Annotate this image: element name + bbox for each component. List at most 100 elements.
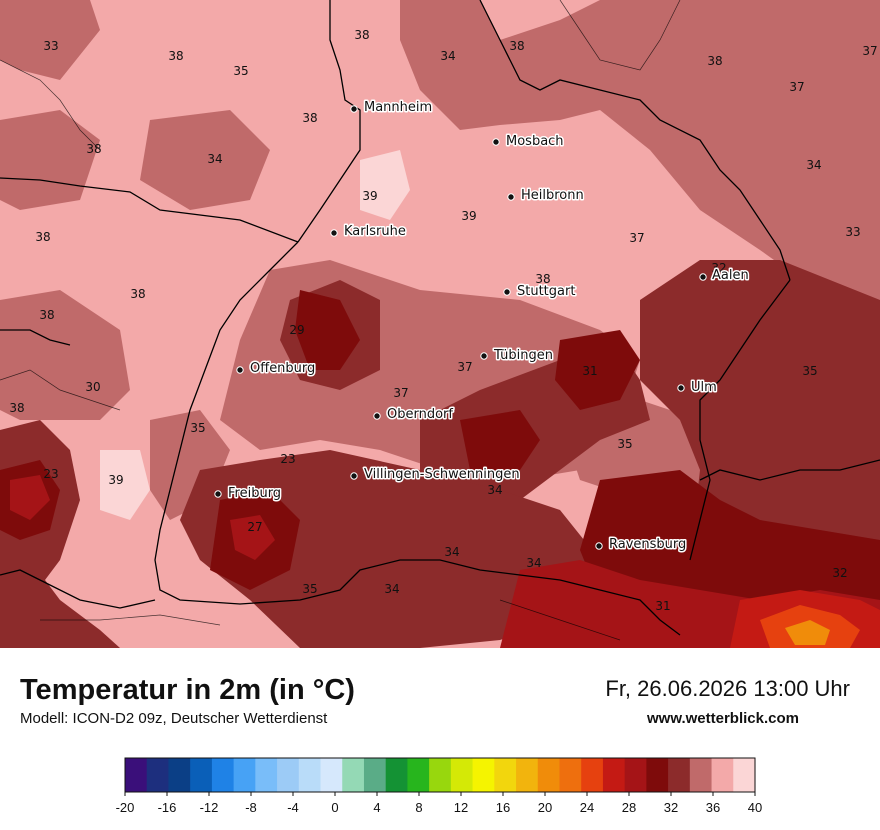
color-legend: -20 -16 -12 -8 -4 0 4 8 12 16 20 24 28 32 36 40 — [116, 757, 762, 815]
forecast-datetime: Fr, 26.06.2026 13:00 Uhr — [605, 676, 850, 701]
city-label-tuebingen: Tübingen — [493, 348, 553, 363]
legend-swatch — [733, 758, 756, 792]
legend-swatch — [711, 758, 734, 792]
isotherm-label: 27 — [247, 520, 262, 534]
isotherm-label: 34 — [444, 545, 459, 559]
isotherm-label: 29 — [289, 323, 304, 337]
city-label-stuttgart: Stuttgart — [517, 284, 575, 299]
legend-swatch — [429, 758, 452, 792]
legend-swatch — [385, 758, 409, 792]
isotherm-label: 35 — [233, 64, 248, 78]
city-label-mannheim: Mannheim — [364, 100, 432, 115]
city-label-heilbronn: Heilbronn — [521, 188, 584, 203]
city-dot — [236, 366, 244, 374]
legend-tick-label: 36 — [706, 800, 720, 815]
legend-tick-label: 20 — [538, 800, 552, 815]
cool-light-zones — [100, 150, 410, 520]
isotherm-label: 34 — [440, 49, 455, 63]
legend-swatch — [320, 758, 343, 792]
city-dot — [214, 490, 222, 498]
isotherm-label: 38 — [707, 54, 722, 68]
isotherm-label: 31 — [655, 599, 670, 613]
legend-swatch — [624, 758, 647, 792]
city-markers: Mannheim Mosbach Heilbronn Karlsruhe Stu… — [214, 99, 750, 554]
legend-swatch — [646, 758, 669, 792]
city-dot — [350, 105, 358, 113]
city-label-oberndorf: Oberndorf — [387, 407, 453, 422]
legend-tick-label: 8 — [415, 800, 422, 815]
legend-tick-label: 28 — [622, 800, 636, 815]
city-dot — [699, 273, 707, 281]
city-label-villingen-schwenningen: Villingen-Schwenningen — [364, 467, 520, 482]
city-label-ravensburg: Ravensburg — [609, 537, 686, 552]
legend-swatch — [559, 758, 582, 792]
city-dot — [350, 472, 358, 480]
isotherm-label: 33 — [845, 225, 860, 239]
city-label-freiburg: Freiburg — [228, 486, 281, 501]
model-subtitle: Modell: ICON-D2 09z, Deutscher Wetterdie… — [20, 710, 328, 727]
state-borders — [0, 0, 880, 636]
city-dot — [507, 193, 515, 201]
isotherm-label: 38 — [35, 230, 50, 244]
legend-swatch — [494, 758, 517, 792]
city-label-mosbach: Mosbach — [506, 134, 564, 149]
isotherm-label: 34 — [526, 556, 541, 570]
legend-tick-labels: -20 -16 -12 -8 -4 0 4 8 12 16 20 24 28 32 36 40 — [116, 792, 762, 815]
isotherm-label: 38 — [86, 142, 101, 156]
legend-swatch — [581, 758, 604, 792]
isotherm-label: 32 — [832, 566, 847, 580]
isotherm-label: 30 — [85, 380, 100, 394]
legend-swatch — [277, 758, 300, 792]
legend-swatch — [211, 758, 235, 792]
isotherm-label: 35 — [302, 582, 317, 596]
isotherm-label: 38 — [302, 111, 317, 125]
legend-swatch — [233, 758, 256, 792]
isotherm-label: 37 — [393, 386, 408, 400]
city-dot — [480, 352, 488, 360]
isotherm-label: 38 — [509, 39, 524, 53]
legend-swatch — [168, 758, 191, 792]
legend-tick-label: 12 — [454, 800, 468, 815]
legend-swatch — [537, 758, 561, 792]
isotherm-labels: 33 38 35 38 34 38 37 38 37 38 38 34 39 3… — [9, 28, 877, 613]
legend-swatch — [298, 758, 322, 792]
isotherm-label: 39 — [108, 473, 123, 487]
legend-tick-label: 32 — [664, 800, 678, 815]
city-dot — [492, 138, 500, 146]
isotherm-label: 38 — [9, 401, 24, 415]
legend-swatch — [668, 758, 691, 792]
isotherm-label: 23 — [280, 452, 295, 466]
website-link[interactable]: www.wetterblick.com — [647, 710, 799, 727]
legend-swatch — [472, 758, 495, 792]
city-dot — [677, 384, 685, 392]
legend-tick-label: 16 — [496, 800, 510, 815]
isotherm-label: 34 — [384, 582, 399, 596]
isotherm-label: 39 — [461, 209, 476, 223]
isotherm-label: 37 — [862, 44, 877, 58]
legend-frame — [124, 757, 756, 793]
city-label-offenburg: Offenburg — [250, 361, 315, 376]
isotherm-label: 31 — [582, 364, 597, 378]
legend-swatch — [125, 758, 148, 792]
isotherm-label: 34 — [806, 158, 821, 172]
isotherm-label: 37 — [629, 231, 644, 245]
isotherm-label: 32 — [711, 261, 726, 275]
isotherm-label: 38 — [39, 308, 54, 322]
legend-swatch — [190, 758, 213, 792]
legend-swatch — [516, 758, 539, 792]
legend-tick-label: -12 — [200, 800, 219, 815]
legend-swatch — [407, 758, 430, 792]
map-title: Temperatur in 2m (in °C) — [20, 674, 355, 706]
city-dot — [373, 412, 381, 420]
legend-tick-label: 4 — [373, 800, 380, 815]
isotherm-label: 37 — [789, 80, 804, 94]
legend-swatch — [602, 758, 626, 792]
legend-swatch — [450, 758, 474, 792]
isotherm-label: 35 — [617, 437, 632, 451]
legend-swatch — [342, 758, 365, 792]
isotherm-label: 38 — [130, 287, 145, 301]
city-dot — [503, 288, 511, 296]
city-label-aalen: Aalen — [712, 268, 749, 283]
country-borders — [0, 0, 681, 641]
isotherm-label: 39 — [362, 189, 377, 203]
